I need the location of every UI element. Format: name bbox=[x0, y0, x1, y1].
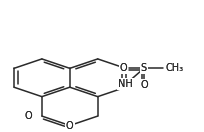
Text: S: S bbox=[141, 63, 147, 73]
Text: S: S bbox=[141, 63, 147, 73]
Text: O: O bbox=[140, 80, 148, 90]
Text: O: O bbox=[120, 63, 127, 73]
Text: O: O bbox=[66, 121, 74, 131]
Text: O: O bbox=[120, 63, 127, 73]
Text: CH₃: CH₃ bbox=[165, 63, 183, 73]
Text: O: O bbox=[66, 121, 74, 131]
Text: CH₃: CH₃ bbox=[165, 63, 183, 73]
Text: O: O bbox=[140, 80, 148, 90]
Text: CH₃: CH₃ bbox=[165, 63, 183, 73]
Text: NH: NH bbox=[118, 79, 133, 89]
Text: CH₃: CH₃ bbox=[165, 63, 183, 73]
Text: O: O bbox=[140, 80, 148, 90]
Text: O: O bbox=[120, 63, 127, 73]
Text: S: S bbox=[141, 63, 147, 73]
Text: NH: NH bbox=[118, 79, 133, 89]
Text: S: S bbox=[141, 63, 147, 73]
Text: O: O bbox=[24, 111, 32, 121]
Text: O: O bbox=[66, 121, 74, 131]
Text: O: O bbox=[24, 111, 32, 121]
Text: O: O bbox=[66, 121, 74, 131]
Text: O: O bbox=[24, 111, 32, 121]
Text: O: O bbox=[140, 80, 148, 90]
Text: NH: NH bbox=[118, 79, 133, 89]
Text: NH: NH bbox=[118, 79, 133, 89]
Text: O: O bbox=[120, 63, 127, 73]
Text: O: O bbox=[24, 111, 32, 121]
